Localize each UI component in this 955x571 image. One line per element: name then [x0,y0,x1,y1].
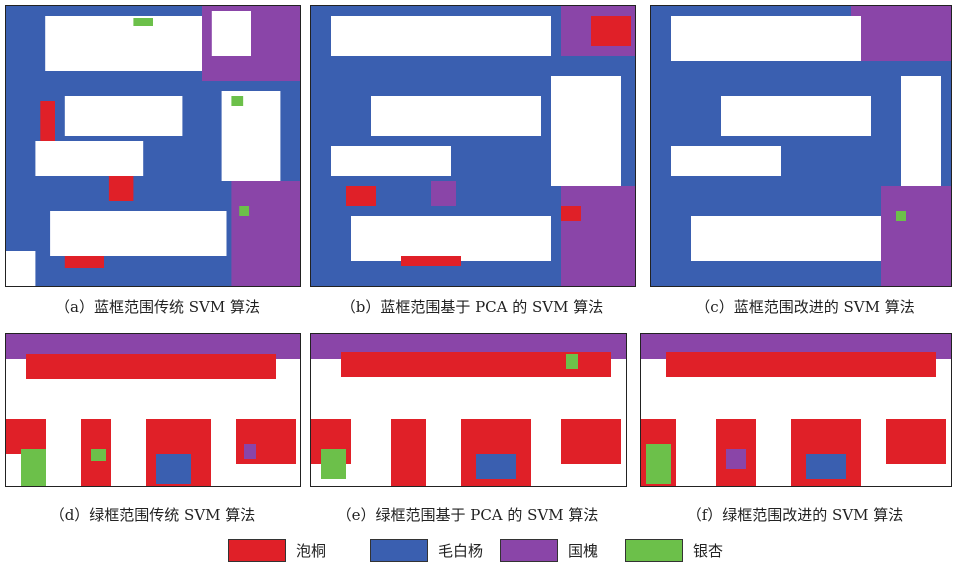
caption-c: （c）蓝框范围改进的 SVM 算法 [695,298,915,316]
legend-item-paulownia: 泡桐 [228,537,326,563]
caption-f: （f）绿框范围改进的 SVM 算法 [686,506,904,524]
legend-swatch-sophora [500,538,558,562]
legend-label-paulownia: 泡桐 [296,541,327,560]
legend-item-poplar: 毛白杨 [370,537,483,563]
legend-item-ginkgo: 银杏 [625,537,723,563]
panel-a-map [5,5,301,287]
legend: 泡桐 毛白杨 国槐 银杏 [0,537,955,563]
caption-a: （a）蓝框范围传统 SVM 算法 [55,298,260,316]
legend-swatch-poplar [370,538,428,562]
caption-e: （e）绿框范围基于 PCA 的 SVM 算法 [336,506,599,524]
caption-d: （d）绿框范围传统 SVM 算法 [49,506,256,524]
legend-label-ginkgo: 银杏 [693,541,724,560]
legend-label-poplar: 毛白杨 [438,541,484,560]
panel-c-map [650,5,952,287]
legend-swatch-paulownia [228,538,286,562]
panel-f-map [640,333,952,487]
panel-b-map [310,5,636,287]
panel-d-map [5,333,301,487]
panel-e-map [310,333,627,487]
caption-b: （b）蓝框范围基于 PCA 的 SVM 算法 [340,298,604,316]
legend-item-sophora: 国槐 [500,537,598,563]
legend-swatch-ginkgo [625,538,683,562]
legend-label-sophora: 国槐 [568,541,599,560]
